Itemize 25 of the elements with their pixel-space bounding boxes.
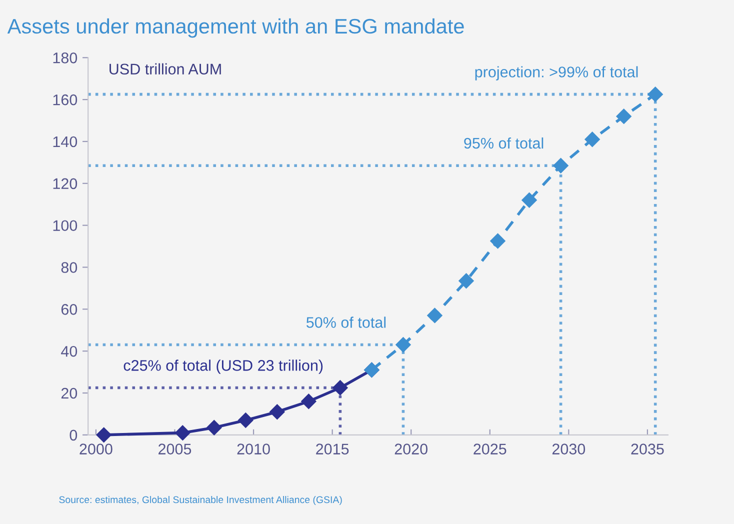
chart-title: Assets under management with an ESG mandate [7,18,464,38]
x-tick-label: 2035 [631,444,664,454]
annotation: 50% of total [306,316,386,328]
y-tick-label: 20 [61,388,78,399]
y-tick-label: 80 [61,262,78,273]
x-tick-label: 2005 [158,444,192,454]
x-tick-label: 2020 [394,444,428,454]
y-tick-label: 180 [53,52,78,64]
x-tick-label: 2025 [474,444,506,454]
annotation: projection: >99% of total [475,66,638,80]
y-tick-label: 160 [53,94,78,106]
y-axis-title: USD trillion AUM [110,63,221,75]
x-tick-label: 2030 [552,444,586,454]
y-tick-label: 120 [53,178,78,190]
y-tick-label: 40 [61,346,78,357]
annotation: c25% of total (USD 23 trillion) [124,360,323,374]
y-tick-label: 0 [70,430,78,441]
y-tick-label: 140 [53,136,78,148]
y-tick-label: 60 [61,304,78,315]
y-tick-label: 100 [53,220,78,232]
source-note: Source: estimates, Global Sustainable Investment Alliance (GSIA) [59,496,342,506]
x-tick-label: 2015 [316,444,349,454]
x-tick-label: 2010 [237,444,270,454]
x-tick-label: 2000 [80,444,112,454]
annotation: 95% of total [464,137,544,149]
